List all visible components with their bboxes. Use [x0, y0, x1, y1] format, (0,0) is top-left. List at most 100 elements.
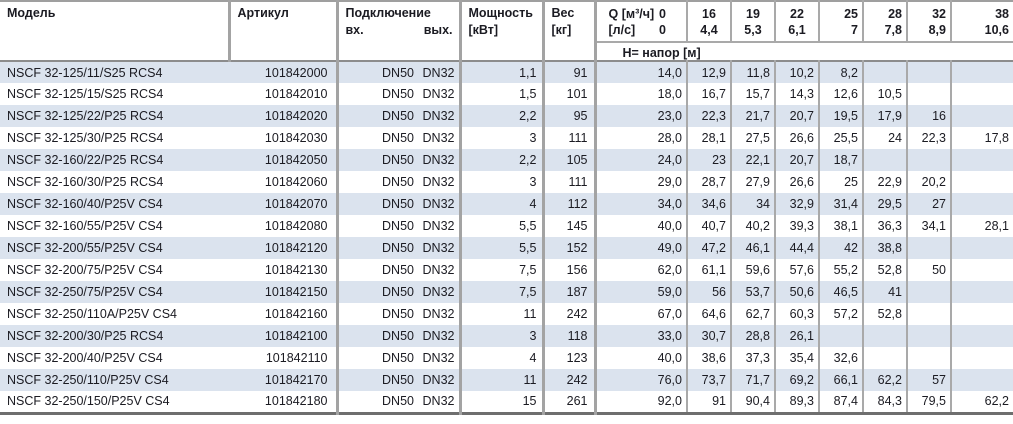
- weight-cell: 111: [543, 127, 597, 149]
- head-value-cell: 18,0: [657, 87, 682, 101]
- header-row-head-label: H= напор [м]: [0, 42, 1013, 61]
- header-row-main: Модель Артикул Подключение вх. вых. Мощн…: [0, 1, 1013, 61]
- q38-lps: 10,6: [984, 23, 1009, 37]
- table-row: NSCF 32-160/40/P25V CS4 101842070 DN50 DN32…: [0, 193, 1013, 215]
- pump-spec-table: Модель Артикул Подключение вх. вых. Мощн…: [0, 0, 1013, 415]
- head-value-cell: 27: [906, 193, 951, 215]
- conn-in-cell: DN50: [382, 373, 414, 387]
- conn-in-cell: DN50: [382, 285, 414, 299]
- weight-cell: 112: [543, 193, 597, 215]
- head-value-cell: [950, 259, 1013, 281]
- head-value-cell: 25,5: [818, 127, 863, 149]
- head-value-cell: [862, 347, 907, 369]
- weight-cell: 95: [543, 105, 597, 127]
- conn-in-cell: DN50: [382, 219, 414, 233]
- head-value-cell: 22,3: [906, 127, 951, 149]
- article-cell: 101842150: [229, 281, 339, 303]
- power-cell: 1,1: [460, 61, 545, 83]
- connection-sublabels: вх. вых.: [345, 20, 458, 37]
- table-row: NSCF 32-125/22/P25 RCS4 101842020 DN50 DN32…: [0, 105, 1013, 127]
- conn-out-cell: DN32: [419, 83, 462, 105]
- head-value-cell: [906, 149, 951, 171]
- article-cell: 101842060: [229, 171, 339, 193]
- conn-out-cell: DN32: [419, 391, 462, 413]
- head-value-cell: 71,7: [730, 369, 775, 391]
- weight-cell: 261: [543, 391, 597, 413]
- model-cell: NSCF 32-160/22/P25 RCS4: [7, 153, 164, 167]
- head-value-cell: [906, 61, 951, 83]
- head-value-cell: 8,2: [818, 61, 863, 83]
- column-header-q38: 38 10,6: [950, 1, 1013, 43]
- column-header-q28: 28 7,8: [862, 1, 907, 43]
- head-value-cell: 44,4: [774, 237, 819, 259]
- model-cell: NSCF 32-125/30/P25 RCS4: [7, 131, 164, 145]
- head-value-cell: 33,0: [657, 329, 682, 343]
- conn-out-cell: DN32: [419, 369, 462, 391]
- head-value-cell: 34,1: [906, 215, 951, 237]
- flow-m3h-line: Q [м³/ч] 0: [604, 6, 687, 22]
- head-value-cell: 64,6: [686, 303, 731, 325]
- head-value-cell: 91: [686, 391, 731, 413]
- head-value-cell: [906, 303, 951, 325]
- q38-m3h: 38: [995, 7, 1009, 21]
- head-value-cell: 21,7: [730, 105, 775, 127]
- conn-out-cell: DN32: [419, 61, 462, 83]
- q22-lps: 6,1: [788, 23, 806, 37]
- conn-out-cell: DN32: [419, 325, 462, 347]
- head-value-cell: 12,6: [818, 83, 863, 105]
- q28-m3h: 28: [888, 7, 902, 21]
- head-value-cell: [950, 347, 1013, 369]
- power-cell: 11: [460, 303, 545, 325]
- article-cell: 101842170: [229, 369, 339, 391]
- head-value-cell: 20,7: [774, 105, 819, 127]
- table-row: NSCF 32-250/110/P25V CS4 101842170 DN50 DN3…: [0, 369, 1013, 391]
- power-cell: 5,5: [460, 215, 545, 237]
- head-value-cell: [950, 83, 1013, 105]
- head-value-cell: 20,2: [906, 171, 951, 193]
- head-value-cell: 89,3: [774, 391, 819, 413]
- head-value-cell: 38,1: [818, 215, 863, 237]
- head-value-cell: 14,0: [657, 65, 682, 80]
- table-row: NSCF 32-200/30/P25 RCS4 101842100 DN50 DN32…: [0, 325, 1013, 347]
- head-value-cell: 37,3: [730, 347, 775, 369]
- conn-out-cell: DN32: [419, 237, 462, 259]
- head-value-cell: 27,5: [730, 127, 775, 149]
- model-cell: NSCF 32-160/40/P25V CS4: [7, 197, 163, 211]
- connection-inlet-label: вх.: [345, 23, 364, 37]
- head-value-cell: 11,8: [730, 61, 775, 83]
- head-value-cell: 52,8: [862, 303, 907, 325]
- head-value-cell: 34,6: [686, 193, 731, 215]
- head-value-cell: 57,2: [818, 303, 863, 325]
- head-value-cell: [862, 325, 907, 347]
- conn-out-cell: DN32: [419, 259, 462, 281]
- head-value-cell: 25: [818, 171, 863, 193]
- table-body: NSCF 32-125/11/S25 RCS4 101842000 DN50 DN32…: [0, 61, 1013, 413]
- head-value-cell: 26,6: [774, 171, 819, 193]
- power-cell: 5,5: [460, 237, 545, 259]
- weight-cell: 105: [543, 149, 597, 171]
- conn-in-cell: DN50: [382, 153, 414, 167]
- weight-label-line1: Вес: [551, 6, 575, 20]
- model-cell: NSCF 32-125/15/S25 RCS4: [7, 87, 164, 101]
- q28-lps: 7,8: [884, 23, 902, 37]
- head-value-cell: 55,2: [818, 259, 863, 281]
- head-value-cell: [950, 61, 1013, 83]
- column-header-q19: 19 5,3: [730, 1, 775, 43]
- column-header-q22: 22 6,1: [774, 1, 819, 43]
- head-value-cell: [950, 105, 1013, 127]
- power-label-line2: [кВт]: [468, 23, 499, 37]
- power-cell: 11: [460, 369, 545, 391]
- model-cell: NSCF 32-125/11/S25 RCS4: [7, 65, 163, 80]
- power-cell: 3: [460, 171, 545, 193]
- conn-in-cell: DN50: [382, 307, 414, 321]
- weight-cell: 101: [543, 83, 597, 105]
- table-row: NSCF 32-200/55/P25V CS4 101842120 DN50 DN32…: [0, 237, 1013, 259]
- head-value-cell: 16: [906, 105, 951, 127]
- head-value-cell: 19,5: [818, 105, 863, 127]
- head-value-cell: 34: [730, 193, 775, 215]
- article-cell: 101842070: [229, 193, 339, 215]
- head-value-cell: 42: [818, 237, 863, 259]
- head-value-cell: 17,9: [862, 105, 907, 127]
- q16-m3h: 16: [702, 7, 716, 21]
- q19-m3h: 19: [746, 7, 760, 21]
